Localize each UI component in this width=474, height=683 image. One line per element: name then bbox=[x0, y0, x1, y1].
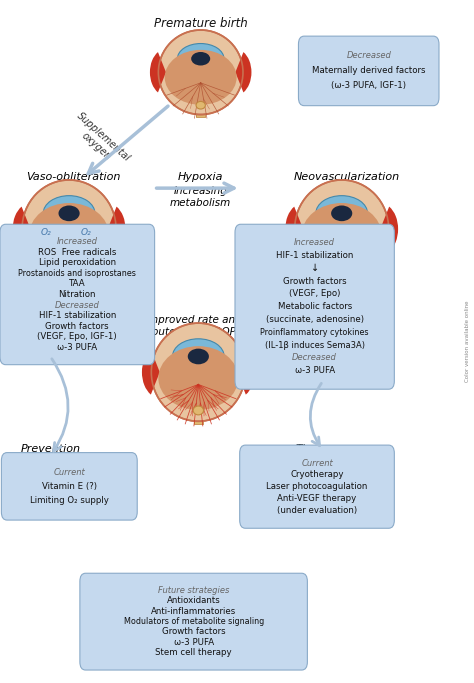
Text: (VEGF, Epo, IGF-1): (VEGF, Epo, IGF-1) bbox=[37, 332, 117, 341]
Text: Proinflammatory cytokines: Proinflammatory cytokines bbox=[260, 328, 369, 337]
Text: (succinate, adenosine): (succinate, adenosine) bbox=[265, 315, 364, 324]
Text: (ω-3 PUFA, IGF-1): (ω-3 PUFA, IGF-1) bbox=[331, 81, 406, 90]
Text: Limiting O₂ supply: Limiting O₂ supply bbox=[30, 496, 109, 505]
Ellipse shape bbox=[151, 323, 246, 421]
Ellipse shape bbox=[331, 206, 352, 221]
Text: TAA: TAA bbox=[69, 279, 86, 288]
Wedge shape bbox=[142, 350, 160, 395]
Text: HIF-1 stabilization: HIF-1 stabilization bbox=[276, 251, 353, 260]
Text: Premature birth: Premature birth bbox=[154, 16, 247, 29]
FancyBboxPatch shape bbox=[80, 573, 307, 670]
Ellipse shape bbox=[29, 203, 109, 267]
Text: Neovascularization: Neovascularization bbox=[293, 171, 400, 182]
FancyBboxPatch shape bbox=[299, 36, 439, 106]
Text: Growth factors: Growth factors bbox=[283, 277, 346, 285]
Ellipse shape bbox=[173, 339, 224, 374]
Ellipse shape bbox=[302, 203, 382, 267]
Ellipse shape bbox=[158, 30, 243, 115]
Ellipse shape bbox=[22, 180, 116, 278]
Wedge shape bbox=[150, 52, 166, 92]
Ellipse shape bbox=[193, 406, 203, 415]
Text: Growth factors: Growth factors bbox=[162, 628, 226, 637]
Text: (IL-1β induces Sema3A): (IL-1β induces Sema3A) bbox=[264, 341, 365, 350]
Text: Vaso-obliteration: Vaso-obliteration bbox=[27, 171, 121, 182]
Text: Anti-inflammatories: Anti-inflammatories bbox=[151, 607, 236, 616]
Text: Modulators of metabolite signaling: Modulators of metabolite signaling bbox=[124, 617, 264, 626]
Text: ω-3 PUFA: ω-3 PUFA bbox=[295, 366, 335, 375]
Wedge shape bbox=[380, 206, 398, 251]
Text: Prevention: Prevention bbox=[20, 443, 80, 454]
Wedge shape bbox=[236, 52, 251, 92]
Ellipse shape bbox=[191, 52, 210, 66]
Text: ω-3 PUFA: ω-3 PUFA bbox=[57, 343, 97, 352]
Ellipse shape bbox=[64, 263, 74, 272]
Text: HIF-1 stabilization: HIF-1 stabilization bbox=[38, 311, 116, 320]
Text: Vitamin E (?): Vitamin E (?) bbox=[42, 482, 97, 491]
FancyBboxPatch shape bbox=[0, 224, 155, 365]
Text: Maternally derived factors: Maternally derived factors bbox=[312, 66, 426, 75]
Ellipse shape bbox=[177, 44, 224, 74]
Text: Current: Current bbox=[301, 459, 333, 468]
Ellipse shape bbox=[196, 101, 205, 109]
Text: Stem cell therapy: Stem cell therapy bbox=[155, 648, 232, 657]
Text: Current: Current bbox=[54, 468, 85, 477]
Text: Growth factors: Growth factors bbox=[46, 322, 109, 331]
Text: Hypoxia: Hypoxia bbox=[178, 171, 223, 182]
Text: Improved rate and
outcome of ROP: Improved rate and outcome of ROP bbox=[145, 315, 242, 337]
Text: Decreased: Decreased bbox=[292, 353, 337, 362]
Ellipse shape bbox=[58, 206, 80, 221]
Wedge shape bbox=[13, 206, 30, 251]
Ellipse shape bbox=[295, 180, 389, 278]
Text: Decreased: Decreased bbox=[346, 51, 391, 60]
FancyBboxPatch shape bbox=[235, 224, 394, 389]
Text: Therapy: Therapy bbox=[295, 444, 341, 454]
Ellipse shape bbox=[158, 346, 238, 410]
Text: O₂: O₂ bbox=[41, 228, 52, 237]
Text: Increased: Increased bbox=[294, 238, 335, 247]
Text: ↓: ↓ bbox=[310, 264, 319, 273]
Text: Decreased: Decreased bbox=[55, 301, 100, 309]
Ellipse shape bbox=[43, 195, 95, 231]
Text: Nitration: Nitration bbox=[59, 290, 96, 299]
Text: ω-3 PUFA: ω-3 PUFA bbox=[173, 638, 214, 647]
Ellipse shape bbox=[165, 50, 237, 104]
Text: (VEGF, Epo): (VEGF, Epo) bbox=[289, 290, 340, 298]
Wedge shape bbox=[237, 350, 255, 395]
FancyBboxPatch shape bbox=[1, 453, 137, 520]
Text: Cryotherapy: Cryotherapy bbox=[290, 471, 344, 479]
Text: Anti-VEGF therapy: Anti-VEGF therapy bbox=[277, 494, 356, 503]
Text: Prostanoids and isoprostanes: Prostanoids and isoprostanes bbox=[18, 269, 136, 278]
Ellipse shape bbox=[316, 195, 367, 231]
Text: Metabolic factors: Metabolic factors bbox=[278, 303, 352, 311]
Text: (under evaluation): (under evaluation) bbox=[277, 505, 357, 514]
Text: Increasing
metabolism: Increasing metabolism bbox=[170, 186, 231, 208]
Text: Future strategies: Future strategies bbox=[158, 586, 229, 595]
Ellipse shape bbox=[188, 348, 209, 364]
Ellipse shape bbox=[337, 263, 347, 272]
Wedge shape bbox=[285, 206, 303, 251]
Text: Laser photocoagulation: Laser photocoagulation bbox=[266, 482, 368, 491]
FancyBboxPatch shape bbox=[240, 445, 394, 528]
Text: Lipid peroxidation: Lipid peroxidation bbox=[39, 258, 116, 267]
Text: ROS  Free radicals: ROS Free radicals bbox=[38, 248, 117, 257]
Text: Supplemental
oxygen: Supplemental oxygen bbox=[67, 111, 132, 173]
Text: Increased: Increased bbox=[57, 237, 98, 247]
Wedge shape bbox=[108, 206, 126, 251]
Text: Antioxidants: Antioxidants bbox=[167, 596, 220, 606]
Text: Color version available online: Color version available online bbox=[465, 301, 470, 382]
Text: O₂: O₂ bbox=[80, 228, 91, 237]
